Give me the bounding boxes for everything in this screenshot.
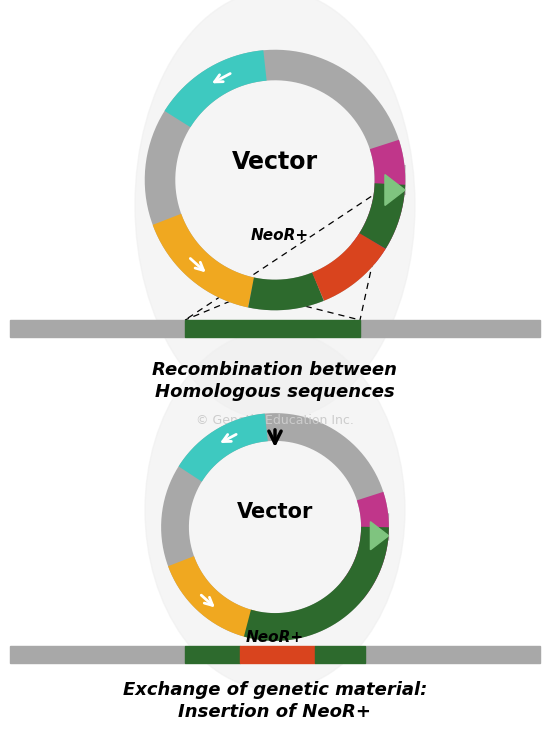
Text: NeoR+: NeoR+	[251, 227, 309, 243]
Text: Vector: Vector	[237, 502, 313, 522]
Bar	[185, 646, 240, 663]
Text: Homologous sequences: Homologous sequences	[155, 383, 395, 401]
Polygon shape	[385, 174, 405, 206]
Text: Exchange of genetic material:: Exchange of genetic material:	[123, 681, 427, 699]
Ellipse shape	[145, 330, 405, 690]
Bar	[10, 646, 185, 663]
Text: Recombination between: Recombination between	[152, 361, 398, 379]
Polygon shape	[370, 522, 389, 550]
Bar	[10, 320, 185, 337]
Bar	[240, 646, 315, 663]
Text: Vector: Vector	[232, 150, 318, 174]
Bar	[315, 646, 365, 663]
Bar	[365, 646, 540, 663]
Text: © Genetic Education Inc.: © Genetic Education Inc.	[196, 413, 354, 426]
Ellipse shape	[135, 0, 415, 420]
Bar	[360, 320, 540, 337]
Bar	[185, 320, 360, 337]
Text: NeoR+: NeoR+	[246, 630, 304, 645]
Text: Insertion of NeoR+: Insertion of NeoR+	[179, 703, 371, 721]
